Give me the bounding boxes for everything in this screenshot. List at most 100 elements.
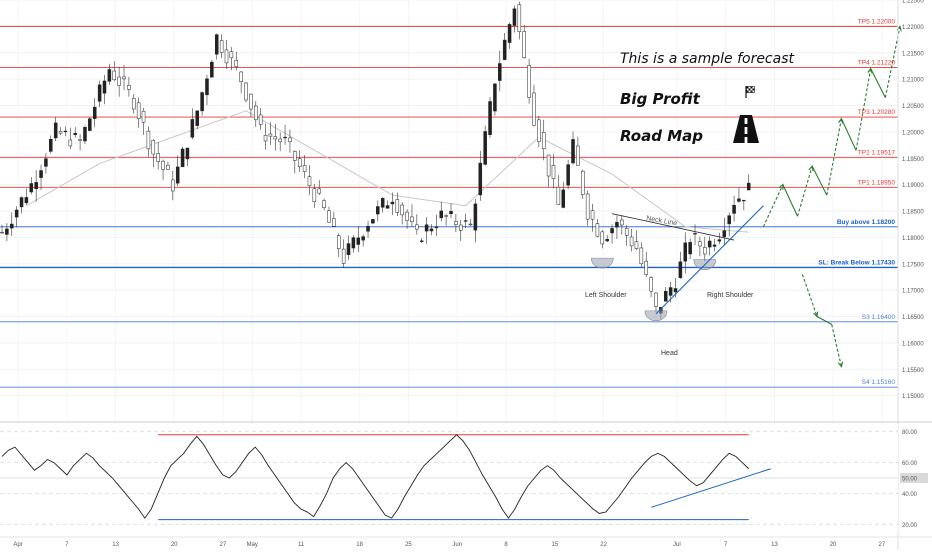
candle: [117, 76, 121, 86]
candle: [629, 236, 634, 247]
candle: [537, 119, 541, 142]
candle: [678, 261, 683, 278]
candle: [361, 236, 365, 241]
uptrend-line: [655, 205, 764, 315]
candle: [127, 85, 131, 90]
candle: [336, 235, 341, 249]
candle: [68, 139, 73, 147]
candle: [136, 102, 141, 119]
candle: [688, 242, 692, 255]
candle: [122, 76, 126, 80]
candle: [493, 83, 497, 112]
candle: [356, 237, 361, 245]
candle: [712, 244, 717, 247]
candle: [410, 216, 414, 223]
x-tick-label: Apr: [13, 542, 22, 548]
candle: [151, 140, 156, 155]
candle: [732, 204, 736, 214]
candle: [214, 34, 219, 55]
candle: [34, 182, 38, 190]
candle: [385, 205, 390, 209]
candle: [693, 233, 697, 235]
candle: [24, 197, 29, 204]
x-tick-label: 7: [65, 542, 69, 548]
candle: [332, 218, 336, 227]
candle: [185, 147, 190, 160]
candle: [254, 105, 258, 121]
candle: [737, 198, 741, 202]
forecast-up-segment: [870, 68, 886, 98]
candle: [5, 228, 9, 235]
forecast-up-segment: [762, 184, 784, 228]
candle: [263, 135, 268, 142]
y-tick-label: 1.20000: [902, 130, 924, 136]
candle: [507, 24, 512, 43]
candle: [576, 145, 580, 166]
y-tick-label: 1.21500: [902, 51, 924, 57]
candle: [351, 237, 356, 249]
x-tick-label: 25: [405, 542, 412, 548]
candle: [517, 4, 522, 32]
x-tick-label: 7: [724, 542, 728, 548]
level-label: S3 1.16400: [862, 314, 896, 321]
head-label: Head: [661, 350, 678, 357]
candle: [366, 225, 370, 232]
forecast-up-segment: [826, 118, 842, 196]
candle: [224, 49, 229, 64]
candle: [249, 93, 253, 110]
candle: [600, 231, 605, 245]
candle: [429, 228, 434, 232]
candle: [634, 241, 639, 249]
candle: [278, 138, 282, 143]
big-profit-text: Big Profit: [620, 90, 701, 108]
candle: [707, 240, 712, 248]
rsi-tick-label: 50.00: [902, 477, 918, 483]
candle: [322, 200, 326, 208]
candle: [639, 247, 644, 265]
x-tick-label: 11: [298, 542, 305, 548]
forecast-up-segment: [855, 68, 872, 151]
candle: [283, 136, 287, 139]
forecast-up-segment: [811, 165, 828, 196]
trendlines: [611, 205, 764, 315]
candle: [53, 122, 58, 139]
candle: [473, 203, 478, 231]
candle: [273, 136, 278, 140]
pattern-marker: [644, 310, 668, 322]
y-tick-label: 1.17500: [902, 262, 924, 268]
candle: [0, 231, 4, 234]
x-tick-label: 13: [771, 542, 778, 548]
candle: [458, 224, 463, 231]
candle: [703, 247, 707, 255]
x-tick-label: 20: [171, 542, 178, 548]
candle: [439, 210, 444, 219]
candle: [327, 210, 331, 223]
candle: [166, 164, 170, 170]
y-tick-label: 1.18500: [902, 210, 924, 216]
candle: [541, 132, 546, 150]
y-tick-label: 1.19500: [902, 157, 924, 163]
candle: [97, 84, 102, 102]
level-label: TP5 1.22000: [858, 18, 896, 25]
candle: [454, 221, 458, 225]
candle: [478, 162, 483, 196]
x-tick-label: 15: [552, 542, 559, 548]
candle: [112, 70, 117, 81]
candle: [58, 131, 63, 134]
y-tick-label: 1.15500: [902, 368, 924, 374]
candle: [717, 239, 722, 242]
candle: [405, 211, 409, 221]
forecast-down-segment: [816, 316, 832, 325]
candle: [595, 223, 600, 237]
forecast-down-arrowhead: [837, 361, 844, 368]
candle: [463, 220, 468, 222]
x-tick-label: 27: [220, 542, 227, 548]
candle: [63, 130, 68, 133]
level-label: Buy above 1.18200: [837, 219, 896, 226]
candle: [654, 292, 658, 307]
candle: [156, 153, 160, 162]
rsi-tick-label: 80.00: [902, 430, 918, 436]
forecast-caption: This is a sample forecast: [620, 51, 795, 67]
